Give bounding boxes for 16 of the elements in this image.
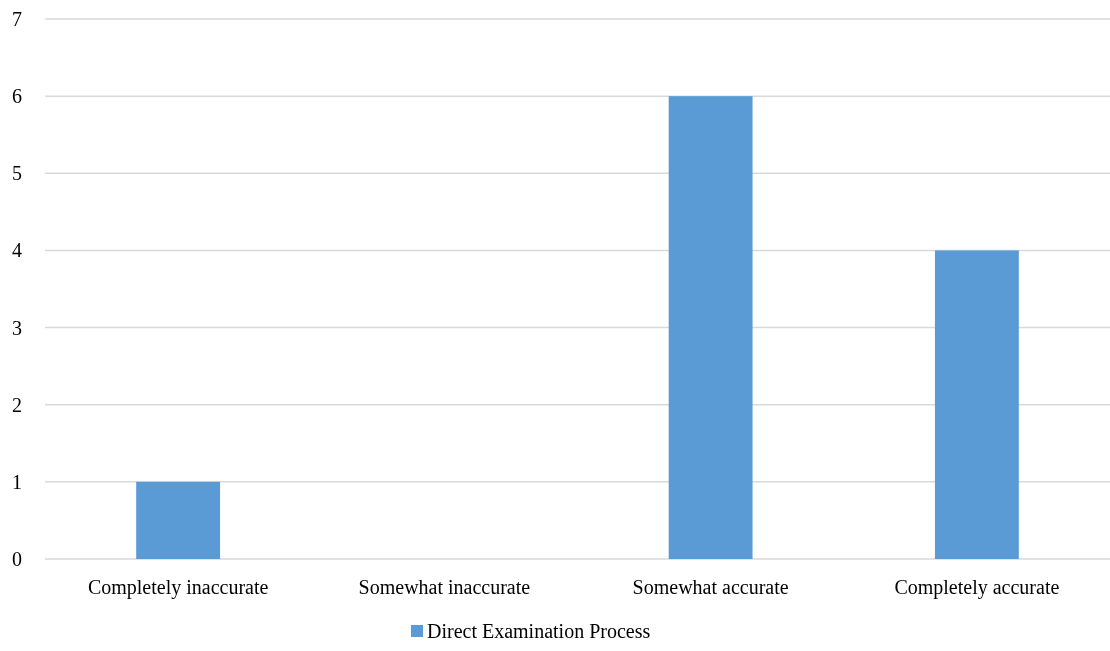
bar	[934, 250, 1019, 559]
y-tick-label: 2	[12, 393, 22, 416]
y-tick-label: 1	[12, 470, 22, 493]
y-tick-label: 7	[12, 8, 22, 30]
x-tick-label: Completely accurate	[894, 576, 1060, 599]
x-tick-label: Completely inaccurate	[87, 576, 269, 599]
y-tick-label: 6	[12, 85, 22, 108]
y-tick-label: 5	[12, 162, 22, 185]
x-tick-label: Somewhat accurate	[632, 576, 789, 598]
y-tick-label: 3	[12, 316, 22, 339]
legend-label: Direct Examination Process	[427, 620, 651, 642]
y-tick-label: 0	[12, 548, 22, 570]
y-tick-label: 4	[12, 239, 22, 262]
x-tick-label: Somewhat inaccurate	[358, 576, 531, 598]
bar	[136, 481, 221, 559]
bar	[668, 96, 753, 559]
